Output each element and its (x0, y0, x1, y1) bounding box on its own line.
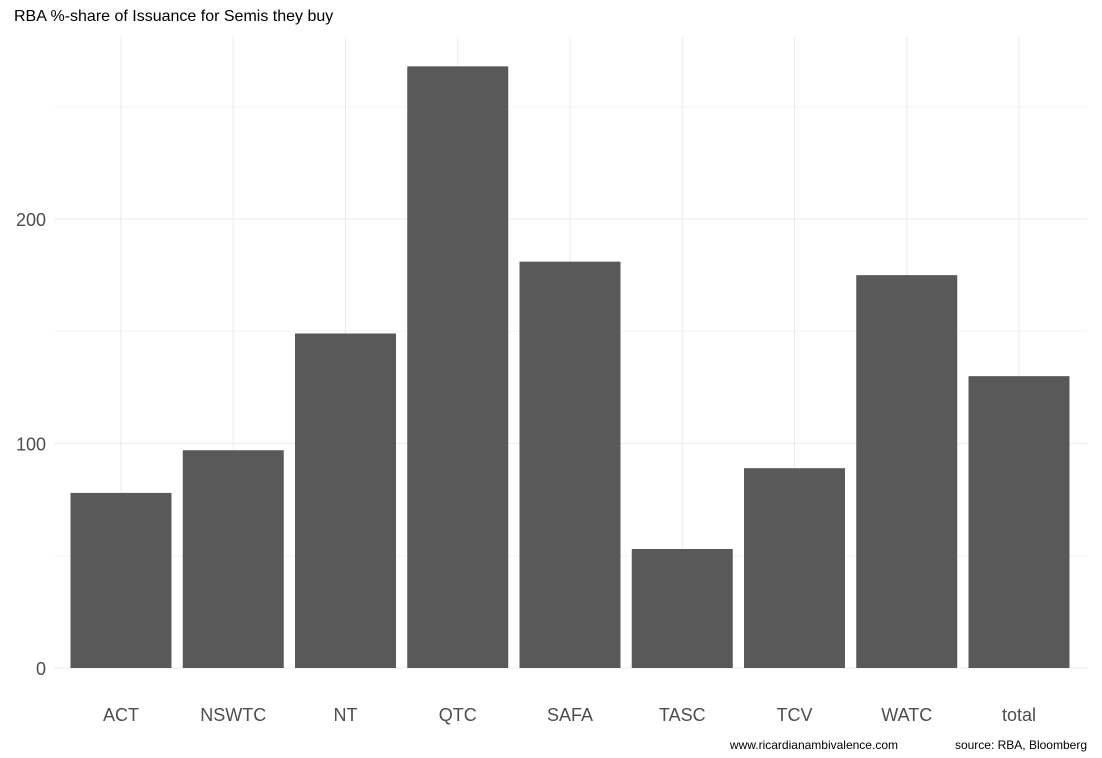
x-tick-label: NT (334, 705, 358, 725)
caption-website: www.ricardianambivalence.com (729, 738, 898, 752)
bar-act (70, 492, 172, 668)
y-axis-tick-labels: 0 100 200 (16, 210, 46, 679)
bar-tcv (744, 468, 845, 668)
x-tick-label: WATC (881, 705, 932, 725)
bar-safa (519, 261, 621, 668)
x-tick-label: ACT (103, 705, 139, 725)
x-tick-label: total (1002, 705, 1036, 725)
bar-nt (295, 333, 396, 668)
x-tick-label: TASC (659, 705, 706, 725)
x-tick-label: NSWTC (200, 705, 266, 725)
chart-title: RBA %-share of Issuance for Semis they b… (14, 8, 333, 25)
y-tick-label: 0 (36, 659, 46, 679)
bars (70, 66, 1070, 669)
bar-watc (856, 275, 958, 668)
x-axis-tick-labels: ACT NSWTC NT QTC SAFA TASC TCV WATC total (103, 705, 1036, 725)
bar-qtc (407, 66, 509, 669)
x-tick-label: SAFA (547, 705, 593, 725)
bar-tasc (631, 549, 733, 668)
bar-total (968, 376, 1070, 668)
y-tick-label: 200 (16, 210, 46, 230)
x-tick-label: QTC (439, 705, 477, 725)
caption-source: source: RBA, Bloomberg (955, 738, 1087, 752)
x-tick-label: TCV (777, 705, 813, 725)
bar-nswtc (182, 450, 284, 668)
y-tick-label: 100 (16, 435, 46, 455)
